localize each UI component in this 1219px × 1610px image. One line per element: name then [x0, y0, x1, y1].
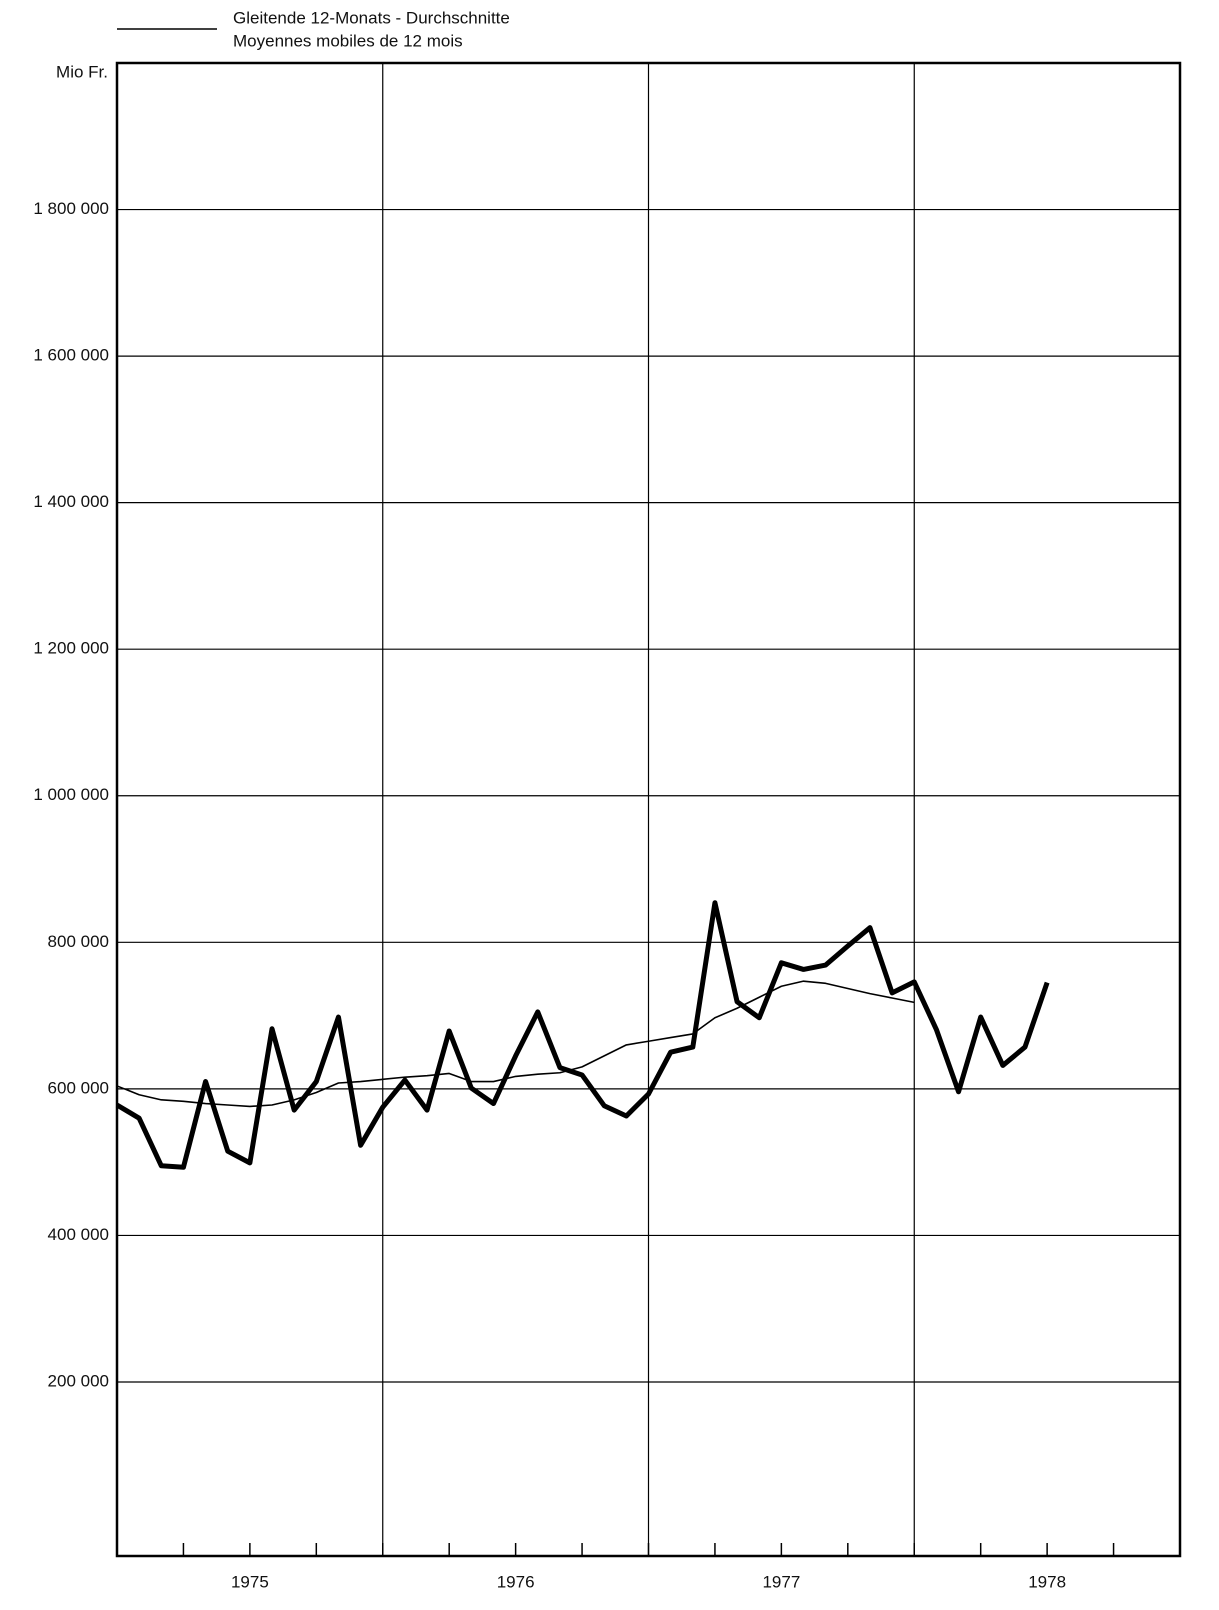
y-tick-label: 1 600 000 [33, 346, 109, 365]
legend-label: Gleitende 12-Monats - Durchschnitte [233, 8, 510, 27]
y-unit: Mio Fr. [56, 62, 108, 81]
y-tick-label: 800 000 [48, 932, 109, 951]
data-line [115, 900, 1050, 1170]
y-tick-label: 1 400 000 [33, 492, 109, 511]
legend-label: Moyennes mobiles de 12 mois [233, 31, 463, 50]
y-tick-label: 400 000 [48, 1225, 109, 1244]
y-tick-label: 200 000 [48, 1371, 109, 1390]
x-tick-label: 1976 [497, 1572, 535, 1591]
data-line [116, 980, 915, 1108]
y-tick-label: 1 000 000 [33, 785, 109, 804]
x-tick-label: 1978 [1028, 1572, 1066, 1591]
plot-frame [115, 61, 1182, 1558]
y-tick-label: 600 000 [48, 1078, 109, 1097]
y-tick-label: 1 800 000 [33, 199, 109, 218]
x-tick-label: 1977 [762, 1572, 800, 1591]
y-tick-label: 1 200 000 [33, 639, 109, 658]
x-tick-label: 1975 [231, 1572, 269, 1591]
